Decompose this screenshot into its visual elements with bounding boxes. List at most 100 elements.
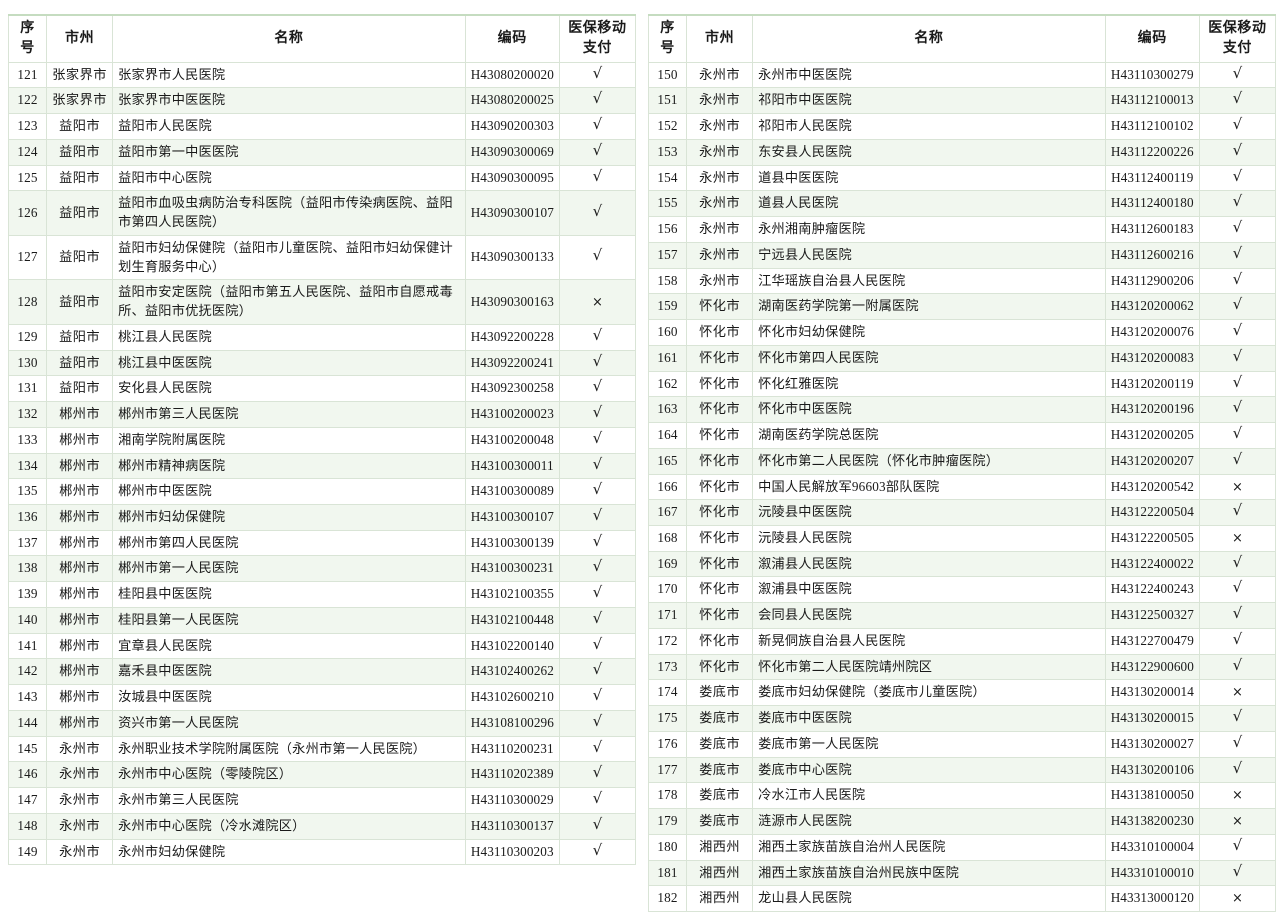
cell-city: 郴州市: [46, 503, 114, 531]
cell-city: 郴州市: [46, 606, 114, 634]
check-icon: √: [592, 531, 603, 550]
cell-payment: √: [558, 812, 637, 840]
cell-index: 164: [647, 422, 688, 449]
table-row: 161 怀化市 怀化市第四人民医院 H43120200083 √: [647, 344, 1277, 372]
cell-city: 永州市: [46, 761, 114, 789]
cell-name: 娄底市中医医院: [752, 705, 1106, 732]
cell-payment: √: [1198, 705, 1277, 732]
cell-payment: √: [558, 87, 637, 115]
cell-index: 169: [647, 550, 688, 578]
check-icon: √: [592, 840, 603, 859]
cell-payment: √: [558, 658, 637, 686]
check-icon: √: [1232, 861, 1243, 880]
cell-name: 郴州市中医医院: [112, 478, 466, 505]
cell-payment: √: [1198, 576, 1277, 604]
cell-index: 180: [647, 833, 688, 861]
cell-code: H43102600210: [464, 684, 560, 711]
cell-city: 益阳市: [46, 375, 114, 403]
cell-city: 永州市: [686, 216, 754, 243]
cell-index: 163: [647, 396, 688, 424]
cell-city: 永州市: [686, 61, 754, 89]
column-header-code: 编码: [1104, 14, 1200, 63]
table-row: 135 郴州市 郴州市中医医院 H43100300089 √: [7, 478, 637, 505]
cell-payment: √: [1198, 138, 1277, 166]
cell-name: 永州市第三人民医院: [112, 787, 466, 814]
table-row: 125 益阳市 益阳市中心医院 H43090300095 √: [7, 164, 637, 192]
table-row: 153 永州市 东安县人民医院 H43112200226 √: [647, 138, 1277, 166]
cell-code: H43120200205: [1104, 422, 1200, 449]
table-row: 165 怀化市 怀化市第二人民医院（怀化市肿瘤医院） H43120200207 √: [647, 447, 1277, 475]
table-row: 169 怀化市 溆浦县人民医院 H43122400022 √: [647, 550, 1277, 578]
cell-index: 178: [647, 782, 688, 810]
cell-city: 益阳市: [46, 234, 114, 281]
check-icon: √: [1232, 295, 1243, 314]
cell-name: 益阳市安定医院（益阳市第五人民医院、益阳市自愿戒毒所、益阳市优抚医院）: [112, 279, 466, 325]
cell-payment: √: [558, 838, 637, 866]
table-row: 180 湘西州 湘西土家族苗族自治州人民医院 H43310100004 √: [647, 833, 1277, 861]
cell-payment: √: [558, 234, 637, 281]
cell-payment: √: [1198, 319, 1277, 346]
table-row: 171 怀化市 会同县人民医院 H43122500327 √: [647, 602, 1277, 629]
check-icon: √: [1232, 321, 1243, 340]
cross-icon: ×: [1231, 891, 1243, 907]
cell-index: 159: [647, 293, 688, 321]
cell-city: 怀化市: [686, 550, 754, 578]
check-icon: √: [1232, 629, 1243, 648]
cell-name: 资兴市第一人民医院: [112, 709, 466, 737]
cell-code: H43100300139: [464, 529, 560, 557]
cell-code: H43112400180: [1104, 190, 1200, 218]
cell-name: 益阳市中心医院: [112, 164, 466, 192]
cell-payment: √: [1198, 602, 1277, 629]
table-row: 137 郴州市 郴州市第四人民医院 H43100300139 √: [7, 529, 637, 557]
check-icon: √: [592, 557, 603, 576]
cell-code: H43122900600: [1104, 653, 1200, 681]
cell-code: H43130200027: [1104, 730, 1200, 758]
cell-name: 桂阳县第一人民医院: [112, 606, 466, 634]
cell-name: 娄底市第一人民医院: [752, 730, 1106, 758]
cell-city: 永州市: [686, 267, 754, 295]
table-row: 141 郴州市 宜章县人民医院 H43102200140 √: [7, 632, 637, 660]
table-row: 181 湘西州 湘西土家族苗族自治州民族中医院 H43310100010 √: [647, 859, 1277, 887]
cell-code: H43100300231: [464, 555, 560, 583]
header-row: 序号 市州 名称 编码 医保移动支付: [7, 14, 637, 63]
cross-icon: ×: [1231, 788, 1243, 804]
cell-index: 125: [7, 164, 48, 192]
table-body-right: 150 永州市 永州市中医医院 H43110300279 √ 151 永州市 祁阳市中医医院 H…: [647, 61, 1277, 912]
table-row: 122 张家界市 张家界市中医医院 H43080200025 √: [7, 87, 637, 115]
check-icon: √: [592, 634, 603, 653]
table-row: 148 永州市 永州市中心医院（冷水滩院区） H43110300137 √: [7, 812, 637, 840]
cell-code: H43122400022: [1104, 550, 1200, 578]
table-row: 172 怀化市 新晃侗族自治县人民医院 H43122700479 √: [647, 627, 1277, 655]
cell-code: H43102400262: [464, 658, 560, 686]
cell-city: 永州市: [686, 241, 754, 269]
cell-payment: √: [558, 684, 637, 711]
check-icon: √: [592, 325, 603, 344]
table-header-left: 序号 市州 名称 编码 医保移动支付: [7, 14, 637, 63]
cell-code: H43112600183: [1104, 216, 1200, 243]
cell-city: 娄底市: [686, 782, 754, 810]
cell-city: 怀化市: [686, 447, 754, 475]
cell-city: 永州市: [686, 87, 754, 115]
cell-city: 永州市: [686, 138, 754, 166]
column-header-index: 序号: [647, 14, 688, 63]
check-icon: √: [1232, 449, 1243, 468]
cell-name: 祁阳市中医医院: [752, 87, 1106, 115]
cell-name: 郴州市第一人民医院: [112, 555, 466, 583]
column-header-index: 序号: [7, 14, 48, 63]
check-icon: √: [592, 89, 603, 108]
cell-name: 沅陵县中医医院: [752, 499, 1106, 526]
cell-city: 永州市: [46, 812, 114, 840]
table-row: 132 郴州市 郴州市第三人民医院 H43100200023 √: [7, 401, 637, 428]
cell-name: 道县中医医院: [752, 164, 1106, 192]
cell-payment: √: [1198, 293, 1277, 321]
check-icon: √: [1232, 269, 1243, 288]
cell-name: 湘西土家族苗族自治州民族中医院: [752, 859, 1106, 887]
cell-city: 怀化市: [686, 524, 754, 552]
cell-code: H43110300279: [1104, 61, 1200, 89]
cell-code: H43090200303: [464, 113, 560, 140]
cell-name: 沅陵县人民医院: [752, 524, 1106, 552]
left-table-container: 序号 市州 名称 编码 医保移动支付 121 张家界市 张家界市人民医院 H43080…: [7, 14, 637, 905]
cell-code: H43138200230: [1104, 808, 1200, 835]
cell-index: 177: [647, 756, 688, 784]
table-row: 176 娄底市 娄底市第一人民医院 H43130200027 √: [647, 730, 1277, 758]
